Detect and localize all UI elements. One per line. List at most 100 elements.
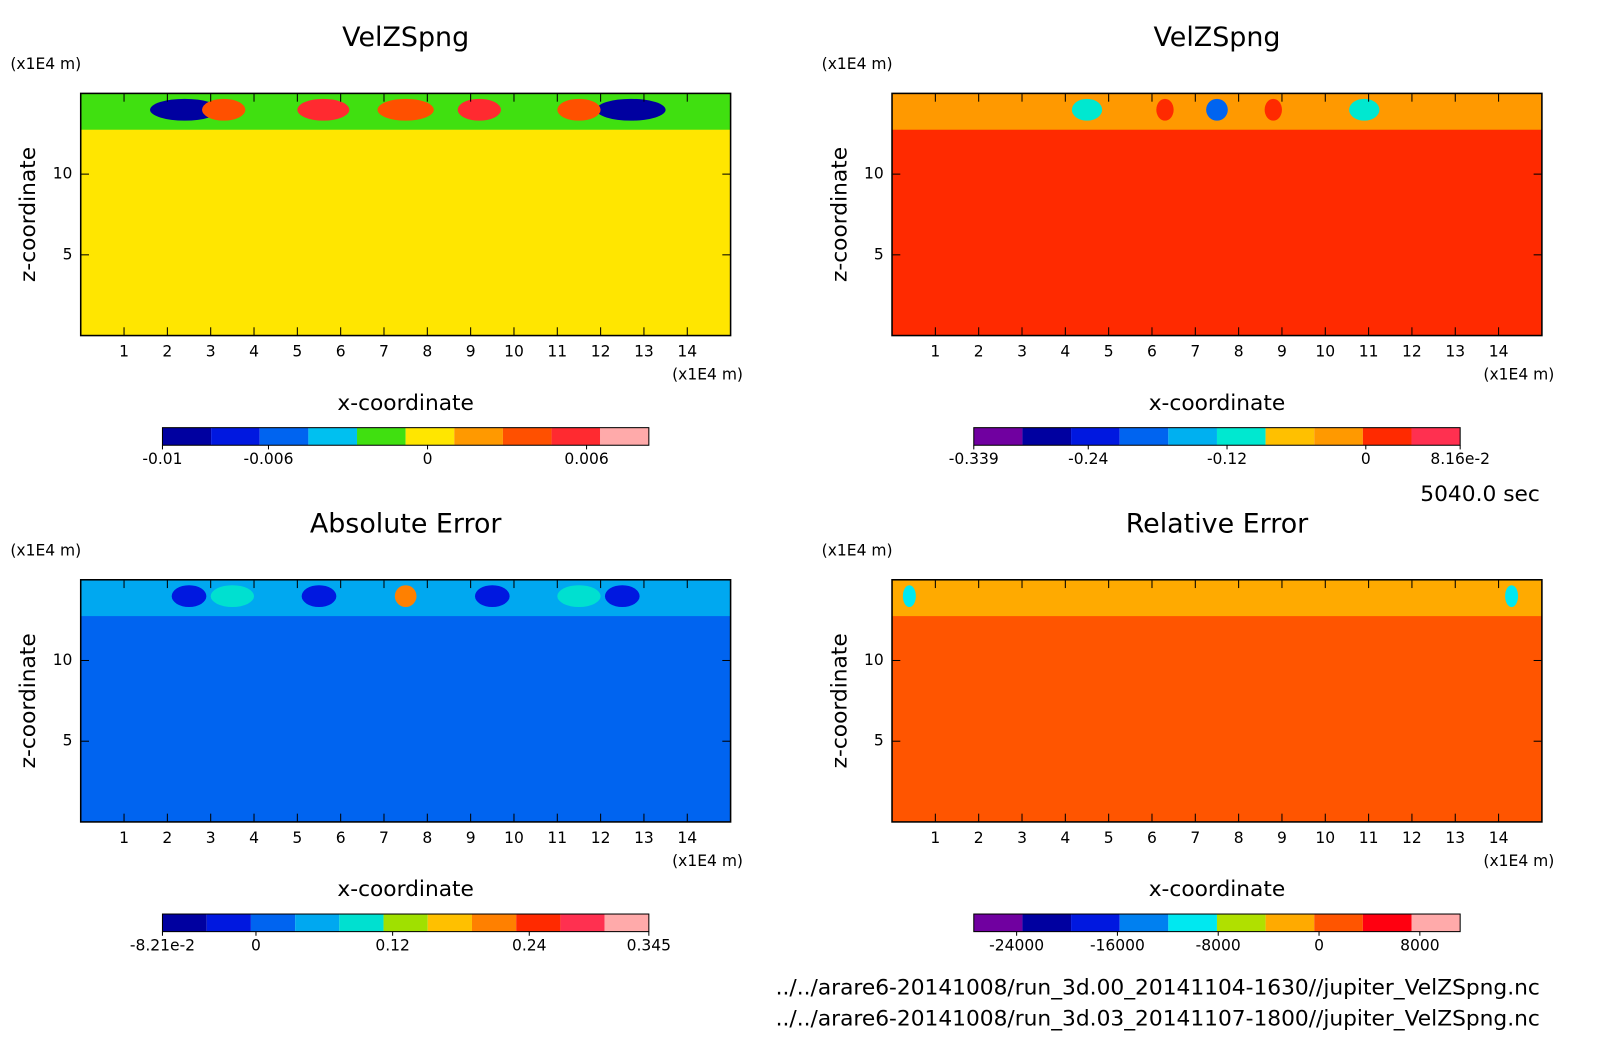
colorbar-box bbox=[1265, 427, 1315, 446]
x-unit: (x1E4 m) bbox=[1483, 852, 1554, 870]
x-axis-label: x-coordinate bbox=[1149, 877, 1286, 902]
colorbar-tick-label: 0.24 bbox=[512, 937, 547, 955]
x-tick-label: 3 bbox=[1017, 343, 1027, 361]
colorbar-tick-label: 0 bbox=[1361, 450, 1371, 468]
colorbar-frame bbox=[973, 427, 1461, 446]
y-unit: (x1E4 m) bbox=[10, 541, 81, 559]
x-tick-label: 4 bbox=[249, 829, 259, 847]
x-tick-label: 5 bbox=[1104, 829, 1114, 847]
colorbar-box bbox=[1314, 914, 1363, 932]
field bbox=[892, 579, 1542, 822]
colorbar-frame bbox=[161, 427, 650, 446]
x-tick-label: 13 bbox=[1445, 829, 1465, 847]
y-axis-label: z-coordinate bbox=[827, 147, 852, 282]
colorbar-box bbox=[1362, 914, 1412, 932]
colorbar-box bbox=[516, 914, 561, 932]
colorbar-box bbox=[1119, 914, 1169, 932]
x-tick-label: 4 bbox=[1060, 829, 1070, 847]
field-feature bbox=[1349, 98, 1380, 121]
field-feature bbox=[474, 585, 510, 608]
colorbar-box bbox=[454, 427, 503, 446]
x-tick-label: 7 bbox=[379, 829, 389, 847]
x-axis-label: x-coordinate bbox=[337, 877, 474, 902]
x-tick-label: 12 bbox=[591, 343, 611, 361]
colorbar-tick-label: -8000 bbox=[1196, 937, 1241, 955]
y-tick-label: 10 bbox=[53, 651, 73, 669]
plot-frame bbox=[79, 92, 732, 337]
colorbar-box bbox=[560, 914, 605, 932]
y-tick-label: 10 bbox=[864, 165, 884, 183]
colorbar-box bbox=[1362, 427, 1412, 446]
x-tick-label: 2 bbox=[162, 829, 172, 847]
colorbar-box bbox=[1216, 427, 1266, 446]
x-axis-label: x-coordinate bbox=[337, 391, 474, 416]
y-axis-label: z-coordinate bbox=[16, 633, 41, 768]
x-tick-label: 1 bbox=[930, 829, 940, 847]
colorbar-box bbox=[1022, 914, 1072, 932]
colorbar-box bbox=[357, 427, 406, 446]
x-unit: (x1E4 m) bbox=[672, 852, 743, 870]
field-feature bbox=[1264, 98, 1282, 121]
field-feature bbox=[596, 98, 666, 121]
x-tick-label: 11 bbox=[547, 343, 567, 361]
x-tick-label: 6 bbox=[1147, 343, 1157, 361]
x-tick-label: 10 bbox=[1315, 829, 1335, 847]
chart-title: Relative Error bbox=[1126, 508, 1309, 539]
x-tick-label: 9 bbox=[1277, 829, 1287, 847]
colorbar-tick-label: -0.24 bbox=[1068, 450, 1108, 468]
colorbar-box bbox=[1022, 427, 1072, 446]
colorbar-box bbox=[1071, 914, 1120, 932]
field-feature bbox=[457, 98, 501, 121]
x-tick-label: 14 bbox=[677, 829, 697, 847]
x-tick-label: 8 bbox=[1234, 829, 1244, 847]
field-feature bbox=[557, 98, 601, 121]
colorbar-box bbox=[383, 914, 428, 932]
chart-title: VelZSpng bbox=[342, 22, 469, 53]
field-feature bbox=[394, 585, 417, 608]
colorbar-box bbox=[600, 427, 649, 446]
x-tick-label: 14 bbox=[1489, 829, 1509, 847]
x-tick-label: 2 bbox=[974, 343, 984, 361]
x-tick-label: 11 bbox=[1359, 343, 1379, 361]
x-tick-label: 9 bbox=[466, 343, 476, 361]
field-feature bbox=[301, 585, 337, 608]
plot-frame bbox=[79, 579, 732, 823]
x-tick-label: 11 bbox=[547, 829, 567, 847]
field-feature bbox=[1505, 585, 1519, 608]
x-tick-label: 3 bbox=[206, 343, 216, 361]
x-tick-label: 10 bbox=[504, 343, 524, 361]
y-tick-label: 5 bbox=[874, 245, 884, 263]
colorbar-box bbox=[502, 427, 552, 446]
x-tick-label: 13 bbox=[1445, 343, 1465, 361]
y-unit: (x1E4 m) bbox=[822, 55, 893, 73]
colorbar-tick-label: 0.345 bbox=[627, 937, 671, 955]
x-tick-label: 9 bbox=[466, 829, 476, 847]
x-tick-label: 11 bbox=[1359, 829, 1379, 847]
x-tick-label: 4 bbox=[1060, 343, 1070, 361]
file-path: ../../arare6-20141008/run_3d.03_20141107… bbox=[776, 1007, 1540, 1032]
x-tick-label: 12 bbox=[1402, 829, 1422, 847]
y-tick-label: 10 bbox=[53, 165, 73, 183]
colorbar-box bbox=[259, 427, 309, 446]
colorbar-frame bbox=[973, 913, 1461, 933]
colorbar-box bbox=[427, 914, 472, 932]
x-tick-label: 12 bbox=[591, 829, 611, 847]
field-feature bbox=[377, 98, 434, 121]
field-feature bbox=[1364, 585, 1417, 608]
colorbar-box bbox=[308, 427, 358, 446]
x-tick-label: 6 bbox=[336, 829, 346, 847]
x-tick-label: 2 bbox=[974, 829, 984, 847]
field-feature bbox=[297, 98, 350, 121]
x-tick-label: 5 bbox=[1104, 343, 1114, 361]
colorbar-tick-label: 8000 bbox=[1400, 937, 1439, 955]
chart-title: VelZSpng bbox=[1153, 22, 1280, 53]
colorbar-tick-label: 0.006 bbox=[564, 450, 608, 468]
colorbar-box bbox=[1119, 427, 1169, 446]
field-feature bbox=[557, 585, 601, 608]
x-tick-label: 10 bbox=[1315, 343, 1335, 361]
colorbar-box bbox=[405, 427, 455, 446]
x-tick-label: 5 bbox=[292, 829, 302, 847]
x-tick-label: 3 bbox=[206, 829, 216, 847]
colorbar-tick-label: -24000 bbox=[989, 937, 1044, 955]
